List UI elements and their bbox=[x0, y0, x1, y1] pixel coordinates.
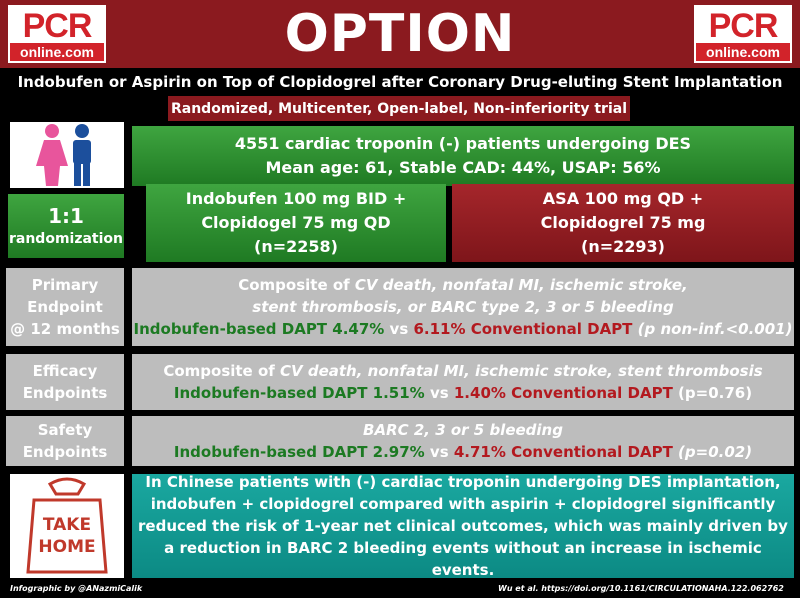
infographic-credit: Infographic by @ANazmiCalik bbox=[10, 584, 143, 593]
population-box: 4551 cardiac troponin (-) patients under… bbox=[132, 126, 794, 186]
efficacy-endpoints-content: Composite of CV death, nonfatal MI, isch… bbox=[132, 354, 794, 410]
pcr-logo-left: PCR online.com bbox=[8, 5, 106, 63]
indobufen-arm: Indobufen 100 mg BID + Clopidogel 75 mg … bbox=[146, 184, 446, 262]
aspirin-arm: ASA 100 mg QD + Clopidogrel 75 mg (n=229… bbox=[452, 184, 794, 262]
takehome-word-1: TAKE bbox=[43, 515, 91, 535]
trial-subtitle: Indobufen or Aspirin on Top of Clopidogr… bbox=[17, 73, 783, 91]
pcr-logo-right: PCR online.com bbox=[694, 5, 792, 63]
takehome-bag-icon: TAKE HOME bbox=[10, 474, 124, 578]
people-icon bbox=[10, 122, 124, 188]
primary-result: Indobufen-based DAPT 4.47% vs 6.11% Conv… bbox=[133, 320, 793, 338]
efficacy-result: Indobufen-based DAPT 1.51% vs 1.40% Conv… bbox=[173, 384, 753, 402]
primary-endpoint-content: Composite of CV death, nonfatal MI, isch… bbox=[132, 268, 794, 346]
safety-endpoints-label: Safety Endpoints bbox=[6, 416, 124, 466]
efficacy-endpoints-label: Efficacy Endpoints bbox=[6, 354, 124, 410]
primary-endpoint-label: Primary Endpoint @ 12 months bbox=[6, 268, 124, 346]
trial-type-banner: Randomized, Multicenter, Open-label, Non… bbox=[168, 96, 630, 121]
randomization-box: 1:1 randomization bbox=[8, 194, 124, 258]
reference-citation: Wu et al. https://doi.org/10.1161/CIRCUL… bbox=[498, 584, 784, 593]
page-title: OPTION bbox=[284, 4, 516, 64]
takehome-conclusion: In Chinese patients with (-) cardiac tro… bbox=[132, 473, 794, 579]
title-bar bbox=[0, 0, 800, 68]
safety-result: Indobufen-based DAPT 2.97% vs 4.71% Conv… bbox=[173, 443, 753, 461]
takehome-word-2: HOME bbox=[38, 537, 95, 557]
safety-endpoints-content: BARC 2, 3 or 5 bleeding Indobufen-based … bbox=[132, 416, 794, 466]
